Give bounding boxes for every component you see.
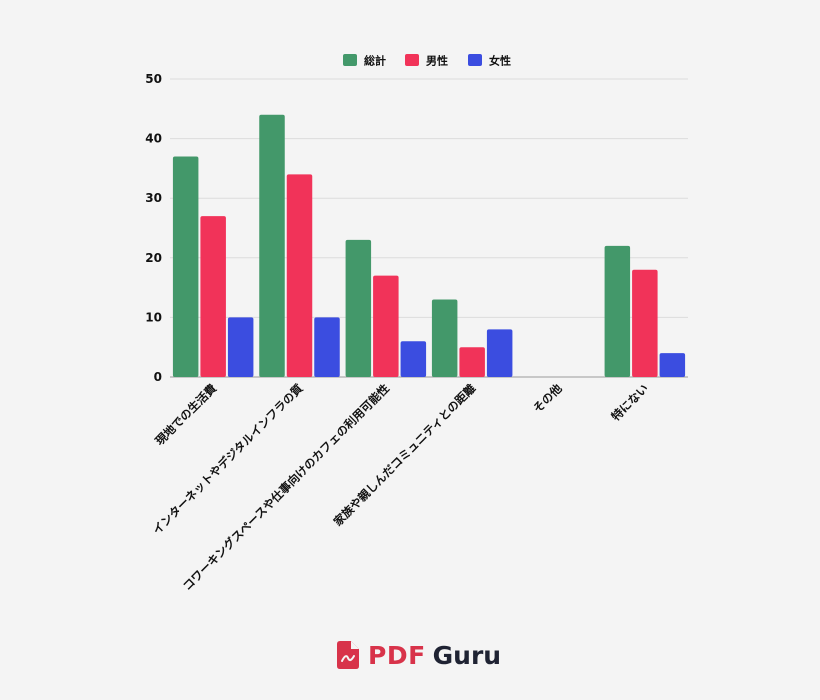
brand-guru-text: Guru <box>432 640 502 670</box>
bars <box>172 114 686 377</box>
bar-female[interactable] <box>659 353 686 377</box>
bar-total[interactable] <box>604 245 631 377</box>
bar-male[interactable] <box>373 275 399 377</box>
bar-total[interactable] <box>345 239 372 377</box>
x-category-label: 現地での生活費 <box>152 381 219 448</box>
y-tick-label: 50 <box>145 72 162 86</box>
y-tick-label: 10 <box>145 310 162 324</box>
bar-total[interactable] <box>259 114 285 377</box>
legend[interactable]: 総計 男性 女性 <box>343 54 511 68</box>
bar-total[interactable] <box>172 156 199 377</box>
bar-total[interactable] <box>431 299 458 377</box>
brand-pdf-text: PDF <box>368 640 426 670</box>
x-category-label: インターネットやデジタルインフラの質 <box>150 381 306 537</box>
x-category-label: 特にない <box>609 381 651 423</box>
bar-female[interactable] <box>314 317 340 377</box>
x-category-label: 家族や親しんだコミュニティとの距離 <box>331 381 479 529</box>
grid-lines <box>170 78 688 378</box>
bar-male[interactable] <box>632 269 658 377</box>
bar-male[interactable] <box>459 347 485 377</box>
bar-female[interactable] <box>486 329 513 377</box>
bar-male[interactable] <box>200 216 226 377</box>
y-axis-ticks: 0 10 20 30 40 50 <box>145 72 162 384</box>
bar-female[interactable] <box>227 317 254 377</box>
bar-chart: 0 10 20 30 40 50 現地での生活費インターネットやデジタルインフラの質コワー… <box>145 54 688 593</box>
x-axis-labels: 現地での生活費インターネットやデジタルインフラの質コワーキングスペースや仕事向け… <box>150 381 651 593</box>
legend-swatch[interactable] <box>405 54 419 66</box>
legend-swatch[interactable] <box>468 54 482 66</box>
legend-label[interactable]: 男性 <box>426 54 448 68</box>
y-tick-label: 0 <box>154 370 162 384</box>
legend-label[interactable]: 女性 <box>489 54 511 68</box>
bar-male[interactable] <box>286 174 313 377</box>
x-category-label: その他 <box>530 381 565 416</box>
y-tick-label: 20 <box>145 251 162 265</box>
legend-swatch[interactable] <box>343 54 357 66</box>
y-tick-label: 30 <box>145 191 162 205</box>
legend-label[interactable]: 総計 <box>364 54 386 68</box>
pdf-file-icon <box>337 641 359 669</box>
pdf-guru-logo: PDF Guru <box>337 638 501 672</box>
bar-female[interactable] <box>400 341 427 377</box>
y-tick-label: 40 <box>145 132 162 146</box>
x-category-label: コワーキングスペースや仕事向けのカフェの利用可能性 <box>180 381 392 593</box>
